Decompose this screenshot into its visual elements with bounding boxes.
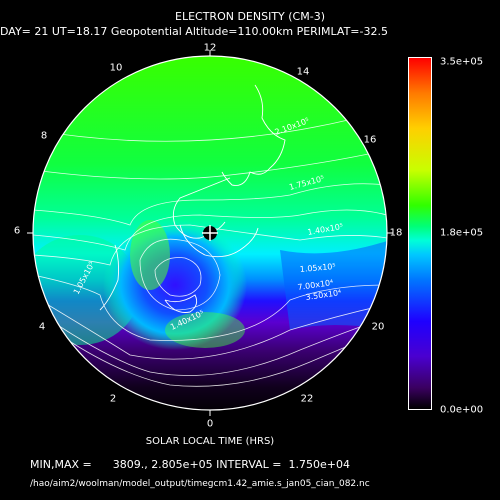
contour-lines (33, 109, 387, 387)
lt-label-14: 14 (296, 66, 310, 78)
reference-marker (202, 225, 218, 241)
lt-label-16: 16 (363, 134, 377, 146)
map-title: ELECTRON DENSITY (CM-3) (175, 10, 325, 23)
minmax-line: MIN,MAX = 3809., 2.805e+05 INTERVAL = 1.… (30, 458, 350, 471)
lt-label-10: 10 (109, 62, 123, 74)
lt-label-20: 20 (371, 321, 385, 333)
colorbar-max-label: 3.5e+05 (440, 56, 484, 68)
lt-label-6: 6 (13, 225, 21, 237)
colorbar (408, 57, 432, 410)
lt-label-4: 4 (38, 321, 46, 333)
lt-label-8: 8 (40, 130, 48, 142)
lt-label-12: 12 (203, 42, 217, 54)
colorbar-mid-label: 1.8e+05 (440, 227, 484, 239)
colorbar-min-label: 0.0e+00 (440, 404, 484, 416)
lt-ticks (27, 50, 393, 416)
contour-label: 1.05x10⁵ (299, 262, 336, 274)
coastlines (99, 84, 286, 313)
lt-label-22: 22 (300, 393, 314, 405)
lt-label-2: 2 (109, 393, 117, 405)
x-axis-label: SOLAR LOCAL TIME (HRS) (145, 436, 275, 447)
map-subtitle: DAY= 21 UT=18.17 Geopotential Altitude=1… (0, 25, 388, 38)
file-path: /hao/aim2/woolman/model_output/timegcm1.… (30, 479, 370, 489)
lt-label-0: 0 (206, 418, 214, 430)
lt-label-18: 18 (389, 227, 403, 239)
